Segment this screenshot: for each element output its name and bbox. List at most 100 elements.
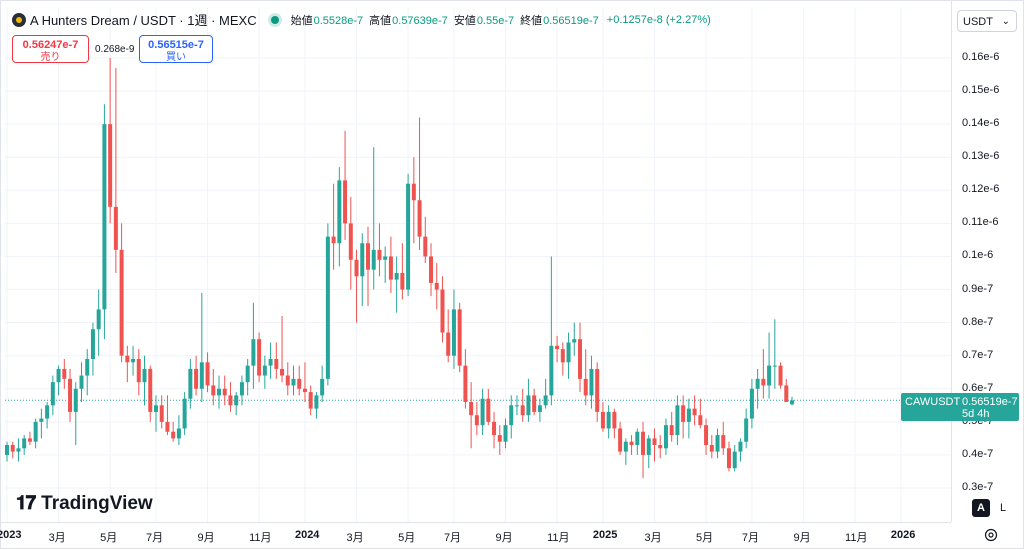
candle xyxy=(709,435,714,459)
candle-body xyxy=(555,345,560,350)
last-price-value: 0.56519e-7 xyxy=(962,396,1018,408)
candle-body xyxy=(320,378,325,396)
time-tick-label: 7月 xyxy=(145,532,164,544)
candle-body xyxy=(360,243,365,277)
candle-body xyxy=(434,282,439,290)
price-tick-label: 0.8e-7 xyxy=(962,315,994,328)
candle-body xyxy=(646,438,651,455)
candle-body xyxy=(606,411,611,429)
time-tick-label: 5月 xyxy=(696,532,714,544)
candle xyxy=(188,359,193,409)
auto-scale-button[interactable]: A xyxy=(972,499,990,517)
candle xyxy=(234,392,239,416)
candlestick-plot[interactable] xyxy=(5,8,951,522)
candle xyxy=(297,365,302,396)
candle xyxy=(469,382,474,449)
price-tick-label: 0.13e-6 xyxy=(962,150,1000,163)
candle-body xyxy=(715,435,720,452)
candle xyxy=(199,292,204,402)
price-tick-label: 0.1e-6 xyxy=(962,249,994,262)
candle xyxy=(56,365,61,396)
candle-body xyxy=(790,400,795,405)
candle-body xyxy=(136,359,141,383)
ohlc-low: 安値0.55e-7 xyxy=(453,14,515,27)
candle xyxy=(549,256,554,406)
candle xyxy=(417,117,422,250)
candle xyxy=(715,428,720,459)
candle-body xyxy=(131,359,136,363)
candle-body xyxy=(675,405,680,436)
settings-gear-icon[interactable] xyxy=(984,528,998,542)
price-tick-label: 0.12e-6 xyxy=(962,183,1000,196)
candle-body xyxy=(583,378,588,396)
coin-logo-icon xyxy=(12,12,26,27)
candle xyxy=(606,405,611,439)
candle-body xyxy=(457,309,462,366)
candle-body xyxy=(245,365,250,383)
candle-body xyxy=(698,415,703,426)
candle xyxy=(503,418,508,449)
candle xyxy=(5,441,9,462)
candle xyxy=(755,368,760,409)
ohlc-open: 始値0.5528e-7 xyxy=(290,14,364,27)
candle xyxy=(119,223,124,363)
log-scale-button[interactable]: L xyxy=(999,502,1007,514)
candle-body xyxy=(153,405,158,412)
candle-body xyxy=(73,388,78,412)
candle-body xyxy=(176,428,181,439)
candle xyxy=(136,349,141,396)
candle xyxy=(268,342,273,379)
candle xyxy=(537,398,542,422)
sell-button[interactable]: 0.56247e-7 売り xyxy=(12,35,89,63)
candle-body xyxy=(5,445,9,455)
tradingview-wordmark: TradingView xyxy=(41,493,153,514)
candle-body xyxy=(234,395,239,406)
candle-body xyxy=(778,365,783,386)
symbol-title[interactable]: A Hunters Dream / USDT · 1週 · MEXC xyxy=(30,13,257,28)
candle-body xyxy=(514,405,519,407)
tradingview-logo[interactable]: 𝟏𝟕 TradingView xyxy=(16,493,153,515)
candle xyxy=(262,355,267,389)
time-tick-label: 5月 xyxy=(398,532,416,544)
candle-body xyxy=(217,388,222,396)
candle-body xyxy=(767,365,772,386)
candle xyxy=(618,421,623,455)
candle xyxy=(744,408,749,449)
candle-body xyxy=(268,359,273,366)
candle-body xyxy=(520,405,525,416)
candle xyxy=(406,173,411,297)
time-tick-label: 9月 xyxy=(495,532,513,544)
candle xyxy=(486,388,491,426)
time-tick-label: 7月 xyxy=(443,532,462,544)
candle-body xyxy=(222,388,227,396)
candle-body xyxy=(182,398,187,429)
candle xyxy=(635,428,640,455)
candle xyxy=(251,302,256,389)
buy-button[interactable]: 0.56515e-7 買い xyxy=(139,35,213,63)
candle xyxy=(354,249,359,323)
time-tick-label: 3月 xyxy=(644,532,662,544)
candle xyxy=(302,362,307,402)
candle-body xyxy=(142,368,147,383)
candle-body xyxy=(400,273,405,290)
candle xyxy=(131,345,136,376)
candle-body xyxy=(194,368,199,389)
candle xyxy=(509,395,514,439)
candle-body xyxy=(325,236,330,379)
candle-body xyxy=(497,435,502,442)
candle-body xyxy=(331,236,336,244)
market-status-dot-icon xyxy=(270,15,279,24)
symbol-legend[interactable]: A Hunters Dream / USDT · 1週 · MEXC 始値0.5… xyxy=(12,10,711,29)
candle xyxy=(623,438,628,465)
candle-body xyxy=(618,428,623,452)
candle-body xyxy=(148,368,153,412)
price-axis[interactable]: 0.16e-6 0.15e-6 0.14e-6 0.13e-6 0.12e-6 0.11e… xyxy=(951,0,1024,522)
candle xyxy=(371,147,376,290)
candle-body xyxy=(509,405,514,426)
time-axis[interactable]: 2023 3月 5月 7月 9月 11月 2024 3月 5月 7月 9月 11月 2025 3月 5月 7月… xyxy=(0,522,951,550)
candle-body xyxy=(704,425,709,445)
candle-body xyxy=(629,441,634,445)
sell-label: 売り xyxy=(40,52,61,63)
currency-selector[interactable]: USDT ⌄ xyxy=(957,10,1017,32)
price-tick-label: 0.14e-6 xyxy=(962,117,1000,130)
